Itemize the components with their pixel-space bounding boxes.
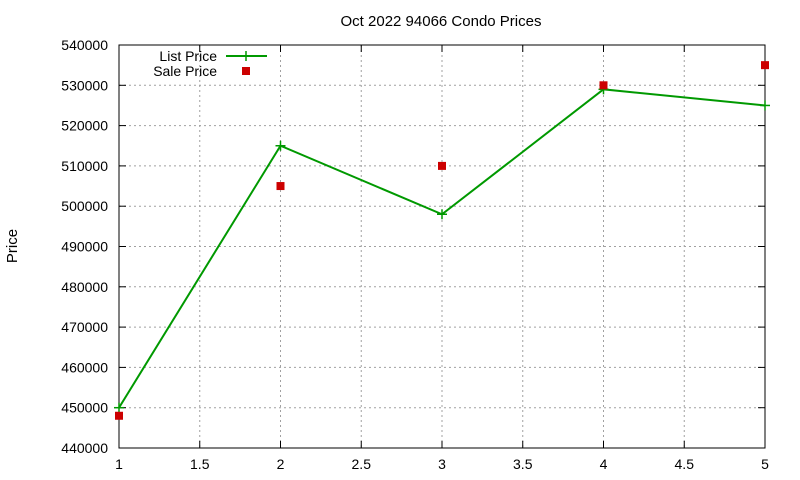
y-tick-label: 500000: [61, 198, 108, 214]
list-price-point: [275, 140, 286, 151]
x-tick-label: 2: [277, 456, 285, 472]
x-tick-label: 2.5: [352, 456, 372, 472]
y-tick-label: 520000: [61, 118, 108, 134]
x-tick-label: 1: [115, 456, 123, 472]
y-tick-label: 470000: [61, 319, 108, 335]
sale-price-point: [276, 182, 285, 191]
x-tick-label: 1.5: [190, 456, 210, 472]
y-tick-label: 530000: [61, 77, 108, 93]
x-tick-label: 3.5: [513, 456, 533, 472]
sale-price-point: [599, 81, 608, 90]
y-tick-label: 450000: [61, 400, 108, 416]
x-tick-label: 4: [600, 456, 608, 472]
y-tick-label: 460000: [61, 359, 108, 375]
y-tick-label: 540000: [61, 37, 108, 53]
legend-label-list-price: List Price: [159, 48, 217, 64]
y-tick-label: 510000: [61, 158, 108, 174]
list-price-point: [760, 100, 770, 111]
sale-price-point: [438, 161, 446, 170]
x-tick-label: 4.5: [675, 456, 695, 472]
x-tick-label: 5: [761, 456, 769, 472]
y-tick-label: 480000: [61, 279, 108, 295]
list-price-point: [437, 209, 447, 220]
y-tick-label: 490000: [61, 239, 108, 255]
axis-ticks: 1 1.5 2 2.5 3 3.5 4 4.5 5 440000 450000 460000 47000…: [61, 37, 769, 472]
series-layer: [114, 61, 770, 420]
x-tick-label: 3: [438, 456, 446, 472]
legend-marker-sale-price: [242, 67, 250, 75]
y-axis-label: Price: [4, 229, 21, 263]
chart-title: Oct 2022 94066 Condo Prices: [341, 13, 542, 30]
sale-price-point: [115, 411, 123, 420]
legend-label-sale-price: Sale Price: [153, 63, 217, 79]
sale-price-point: [761, 61, 769, 70]
list-price-point: [114, 402, 124, 413]
grid-lines: [119, 45, 765, 448]
legend-marker-list-price: [241, 51, 251, 61]
y-tick-label: 440000: [61, 440, 108, 456]
list-price-line: [118, 88, 766, 409]
